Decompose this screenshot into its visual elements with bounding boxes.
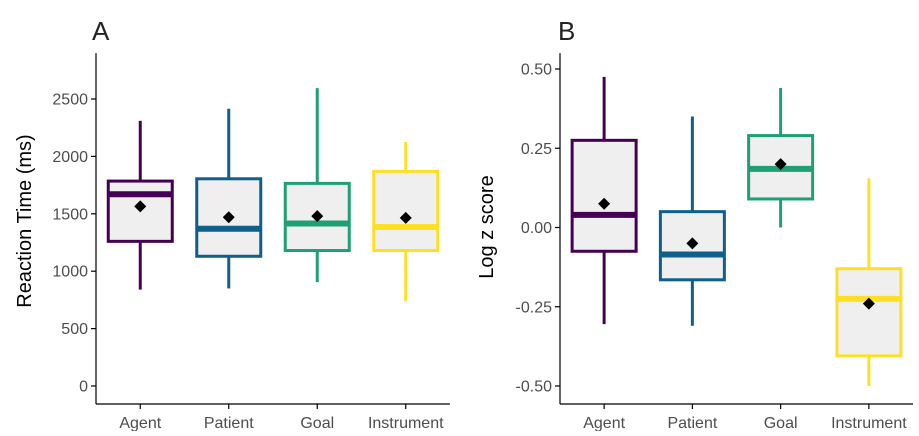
mean-marker [686,237,699,250]
box [195,177,263,258]
y-tick-label: 0 [79,379,88,396]
mean-marker [862,297,875,310]
y-tick-label: 1000 [52,264,88,281]
mean-marker [222,211,235,224]
x-tick-label: Goal [764,415,798,431]
panel-label-b: B [558,16,575,46]
mean-marker [311,210,324,223]
box [570,138,638,253]
mean-marker [399,211,412,224]
y-axis-label-b: Log z score [476,175,498,278]
mean-marker [774,158,787,171]
y-tick-label: 2500 [52,92,88,109]
box [835,267,903,358]
y-tick-label: -0.25 [516,299,553,316]
x-tick-label: Patient [667,415,717,431]
y-tick-label: 2000 [52,149,88,166]
box [372,169,440,253]
x-tick-label: Goal [300,415,334,431]
x-tick-label: Agent [119,415,161,431]
x-tick-label: Patient [204,415,254,431]
y-tick-label: 0.25 [521,141,552,158]
panel-b: B Log z score -0.50 -0.25 0.00 0.25 0.50 Agen… [476,16,913,432]
y-axis-label-a: Reaction Time (ms) [14,134,36,307]
mean-marker [134,200,147,213]
y-tick-label: 0.00 [521,220,552,237]
panel-b-marks: -0.50 -0.25 0.00 0.25 0.50 Agent Patient Goal In… [516,53,913,432]
x-tick-label: Instrument [831,415,907,431]
y-tick-label: -0.50 [516,379,553,396]
panel-label-a: A [92,16,110,46]
y-tick-label: 1500 [52,206,88,223]
panel-a-marks: 0 500 1000 1500 2000 2500 Agent Patient Goal Inst… [52,53,450,432]
x-tick-label: Instrument [368,415,444,431]
panel-a: A Reaction Time (ms) 0 500 1000 1500 2000 250… [14,16,450,432]
y-tick-label: 500 [61,321,88,338]
x-tick-label: Agent [583,415,625,431]
mean-marker [598,197,611,210]
y-tick-label: 0.50 [521,62,552,79]
